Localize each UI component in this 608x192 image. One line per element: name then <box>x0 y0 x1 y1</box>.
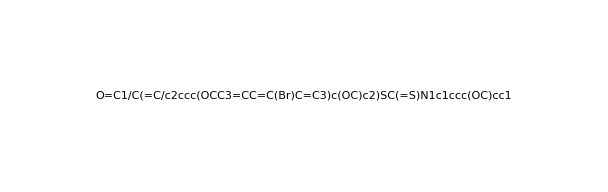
Text: O=C1/C(=C/c2ccc(OCC3=CC=C(Br)C=C3)c(OC)c2)SC(=S)N1c1ccc(OC)cc1: O=C1/C(=C/c2ccc(OCC3=CC=C(Br)C=C3)c(OC)c… <box>95 91 513 101</box>
